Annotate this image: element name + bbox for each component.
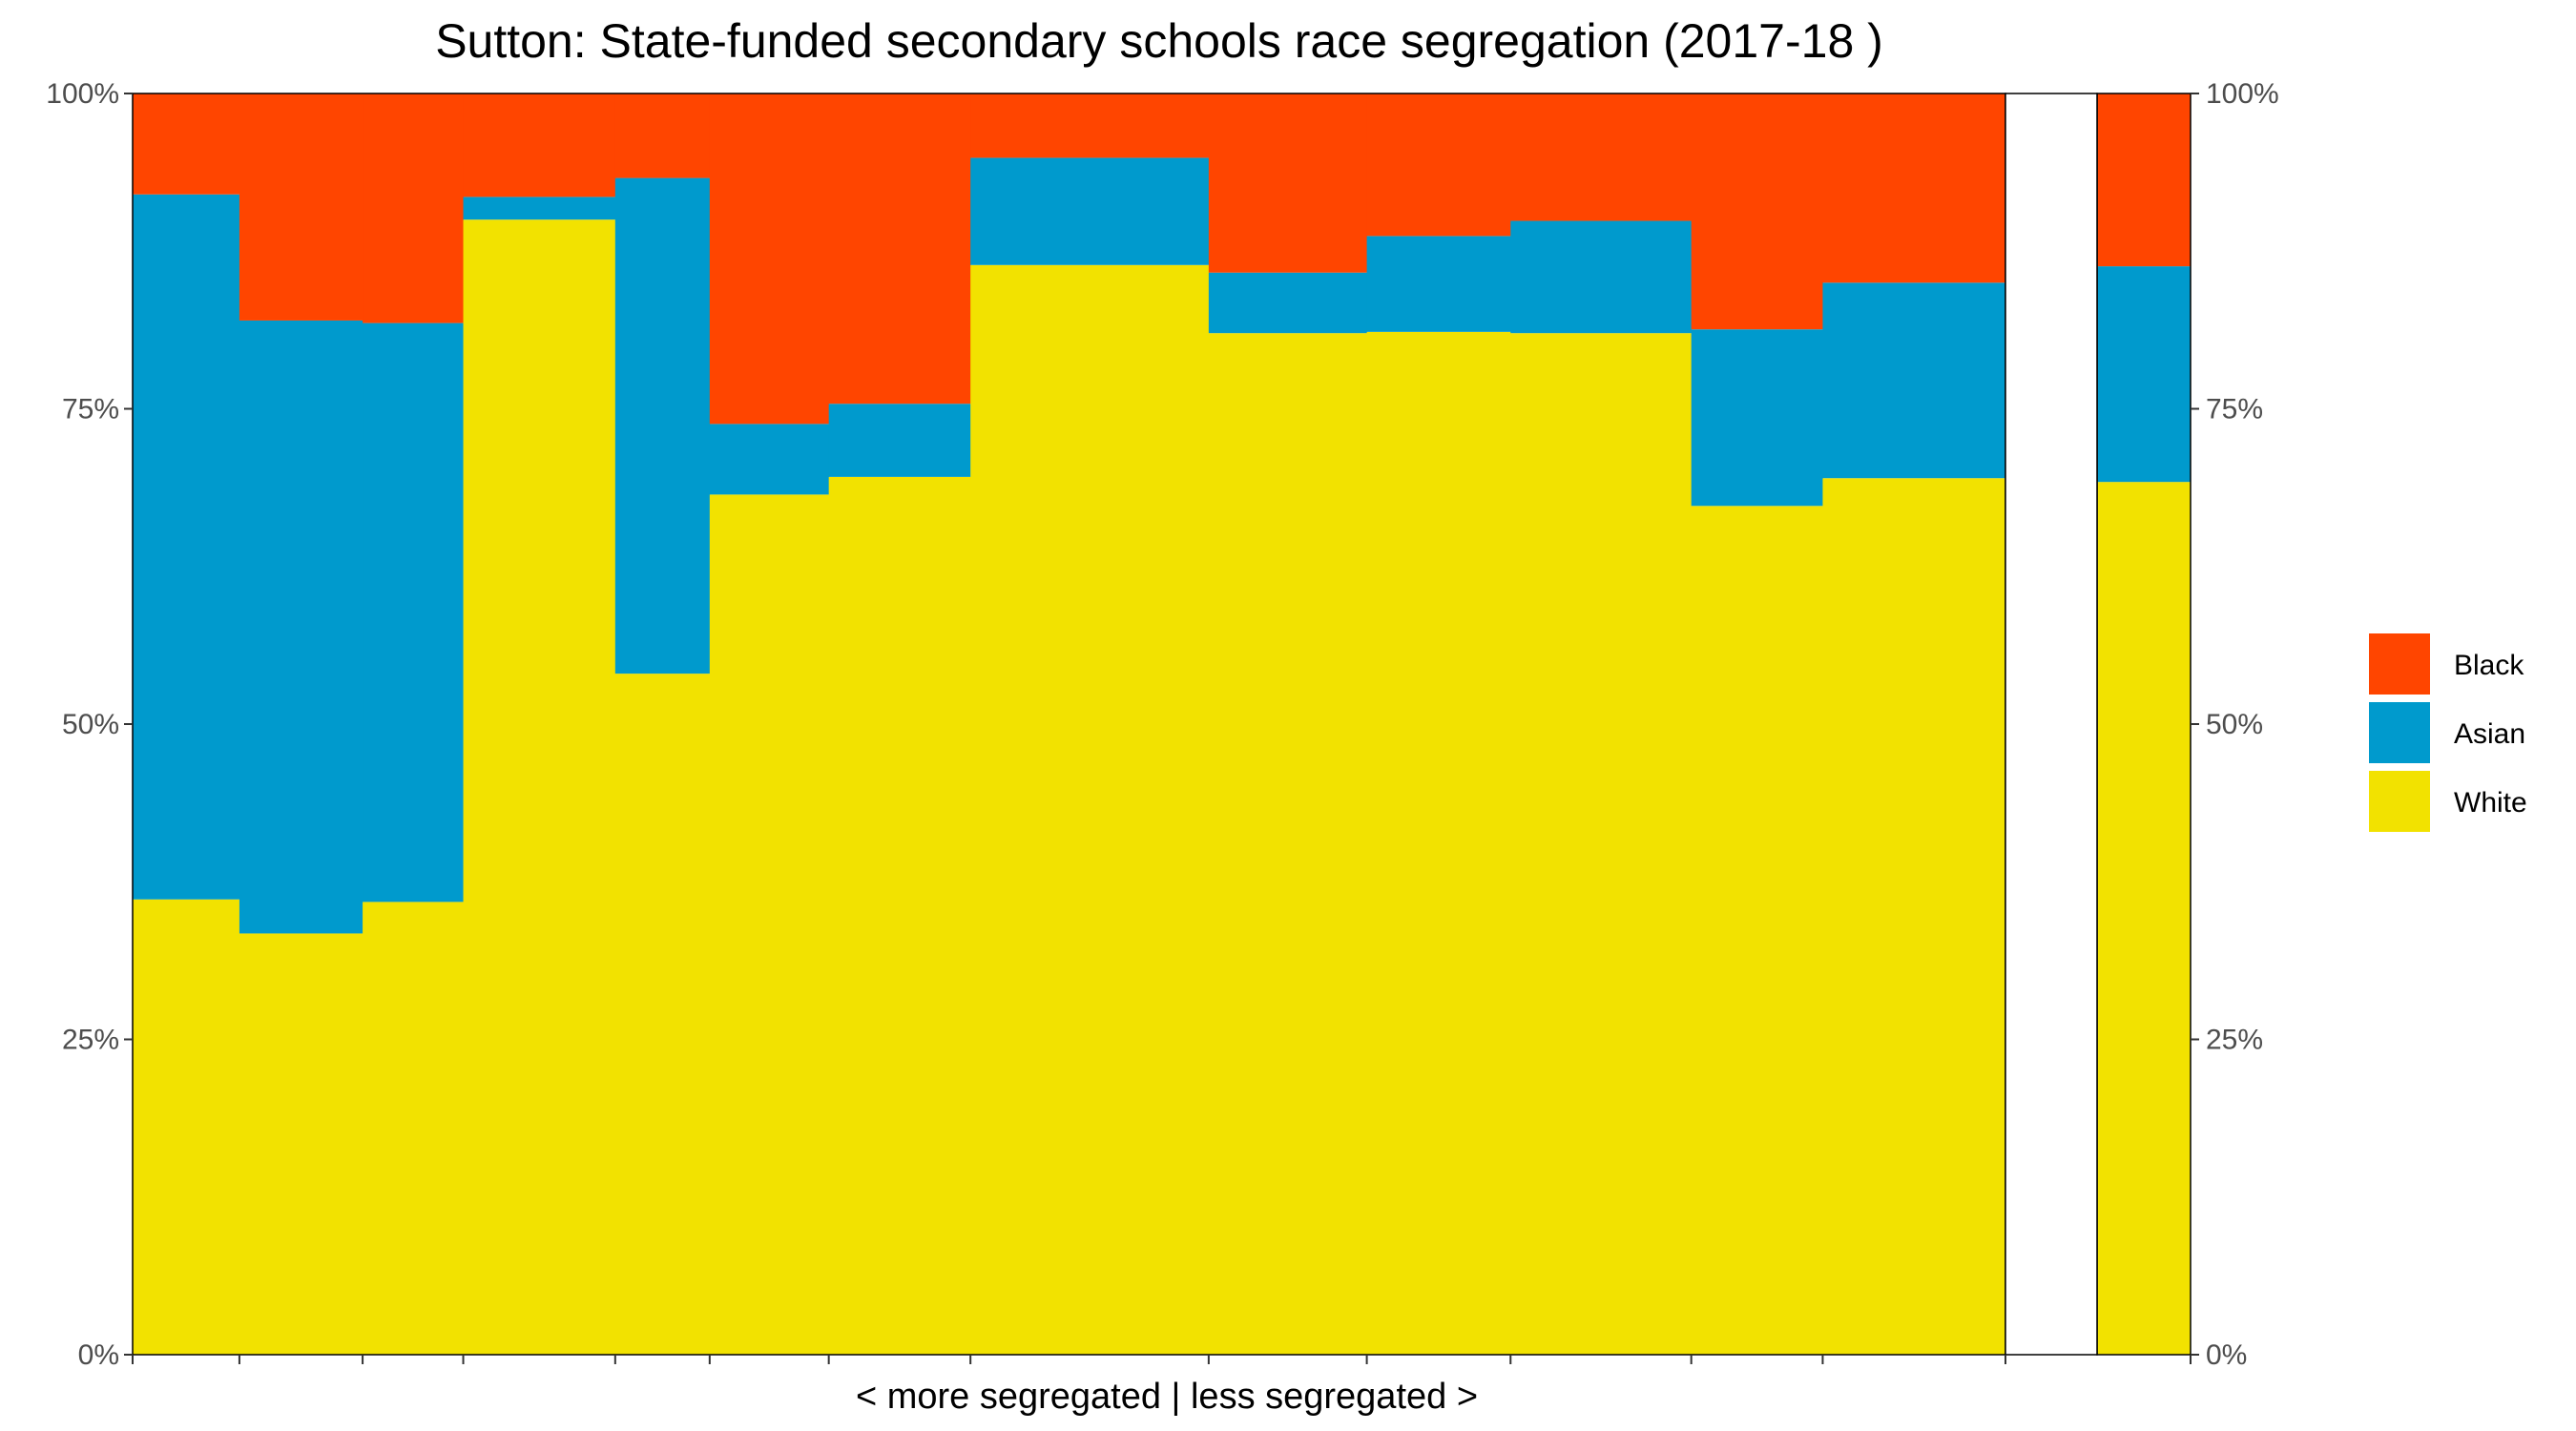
bar-6-white-segment bbox=[709, 494, 830, 1355]
chart-title: Sutton: State-funded secondary schools r… bbox=[435, 14, 1883, 68]
left-y-tick-label: 100% bbox=[46, 78, 119, 110]
bar-12-asian-segment bbox=[1691, 329, 1823, 507]
bar-10-black-segment bbox=[1366, 93, 1511, 237]
bars-layer bbox=[132, 93, 2192, 1356]
bar-7 bbox=[828, 93, 971, 1355]
right-y-tick-label: 100% bbox=[2206, 78, 2279, 110]
bar-2-asian-segment bbox=[239, 320, 364, 934]
right-y-tick-label: 0% bbox=[2206, 1339, 2247, 1371]
bar-6 bbox=[709, 93, 830, 1355]
left-y-tick-label: 50% bbox=[62, 709, 119, 740]
bar-11-asian-segment bbox=[1510, 220, 1693, 334]
bar-11-white-segment bbox=[1510, 333, 1693, 1356]
right-y-axis: 0% 25% 50% 75% 100% bbox=[2191, 78, 2279, 1371]
bar-3-white-segment bbox=[363, 902, 465, 1355]
bar-12 bbox=[1691, 93, 1823, 1355]
total-bar-white-segment bbox=[2097, 482, 2191, 1355]
bar-4-black-segment bbox=[463, 93, 616, 197]
legend-label-white: White bbox=[2454, 787, 2527, 819]
bar-12-white-segment bbox=[1691, 506, 1823, 1355]
bar-10-asian-segment bbox=[1366, 236, 1511, 332]
bar-7-black-segment bbox=[828, 93, 971, 404]
right-y-tick-label: 50% bbox=[2206, 709, 2263, 740]
bar-13 bbox=[1822, 93, 2006, 1356]
bar-7-white-segment bbox=[828, 476, 971, 1355]
bar-4-asian-segment bbox=[463, 197, 616, 220]
right-y-tick-label: 25% bbox=[2206, 1025, 2263, 1056]
bar-2-white-segment bbox=[239, 933, 364, 1355]
left-y-tick-label: 0% bbox=[78, 1339, 119, 1371]
legend-item-asian: Asian bbox=[2369, 702, 2525, 763]
bar-11 bbox=[1510, 93, 1693, 1356]
bar-1 bbox=[133, 93, 240, 1355]
bar-4-white-segment bbox=[463, 219, 616, 1356]
bar-8-black-segment bbox=[970, 93, 1210, 158]
bar-5-asian-segment bbox=[614, 177, 711, 674]
bar-10 bbox=[1366, 93, 1511, 1355]
left-y-tick-label: 25% bbox=[62, 1025, 119, 1056]
bar-9-white-segment bbox=[1208, 333, 1368, 1356]
legend-key-black bbox=[2369, 633, 2430, 695]
bar-10-white-segment bbox=[1366, 331, 1511, 1355]
legend-item-white: White bbox=[2369, 771, 2527, 832]
x-axis-label: < more segregated | less segregated > bbox=[856, 1377, 1478, 1417]
legend-key-asian bbox=[2369, 702, 2430, 763]
bar-8-white-segment bbox=[970, 264, 1210, 1355]
bar-1-asian-segment bbox=[133, 194, 240, 900]
bar-9 bbox=[1208, 93, 1368, 1356]
bar-11-black-segment bbox=[1510, 93, 1693, 221]
total-bar-black-segment bbox=[2097, 93, 2191, 267]
bar-3-black-segment bbox=[363, 93, 465, 323]
bar-9-black-segment bbox=[1208, 93, 1368, 273]
left-y-axis: 0% 25% 50% 75% 100% bbox=[46, 78, 133, 1371]
bar-1-black-segment bbox=[133, 93, 240, 195]
bar-7-asian-segment bbox=[828, 404, 971, 477]
bar-3-asian-segment bbox=[363, 322, 465, 902]
bar-13-black-segment bbox=[1822, 93, 2006, 283]
bar-13-white-segment bbox=[1822, 478, 2006, 1356]
bar-5 bbox=[614, 93, 711, 1355]
bar-5-white-segment bbox=[614, 674, 711, 1355]
bar-4 bbox=[463, 93, 616, 1356]
legend-label-black: Black bbox=[2454, 650, 2524, 681]
bar-6-asian-segment bbox=[709, 424, 830, 495]
total-bar bbox=[2096, 93, 2192, 1356]
total-bar-asian-segment bbox=[2097, 266, 2191, 483]
legend: Black Asian White bbox=[2369, 633, 2527, 832]
bar-5-black-segment bbox=[614, 93, 711, 178]
bar-13-asian-segment bbox=[1822, 282, 2006, 479]
bar-2 bbox=[239, 93, 364, 1355]
bar-9-asian-segment bbox=[1208, 272, 1368, 334]
bar-8 bbox=[970, 93, 1210, 1355]
bar-1-white-segment bbox=[133, 899, 240, 1355]
left-y-tick-label: 75% bbox=[62, 394, 119, 425]
gap-panel bbox=[2005, 93, 2098, 1356]
bar-8-asian-segment bbox=[970, 157, 1210, 265]
right-y-tick-label: 75% bbox=[2206, 394, 2263, 425]
legend-key-white bbox=[2369, 771, 2430, 832]
bar-6-black-segment bbox=[709, 93, 830, 425]
bar-2-black-segment bbox=[239, 93, 364, 321]
legend-item-black: Black bbox=[2369, 633, 2524, 695]
x-axis bbox=[132, 1355, 2192, 1364]
bar-12-black-segment bbox=[1691, 93, 1823, 330]
legend-label-asian: Asian bbox=[2454, 718, 2525, 750]
bar-3 bbox=[363, 93, 465, 1355]
